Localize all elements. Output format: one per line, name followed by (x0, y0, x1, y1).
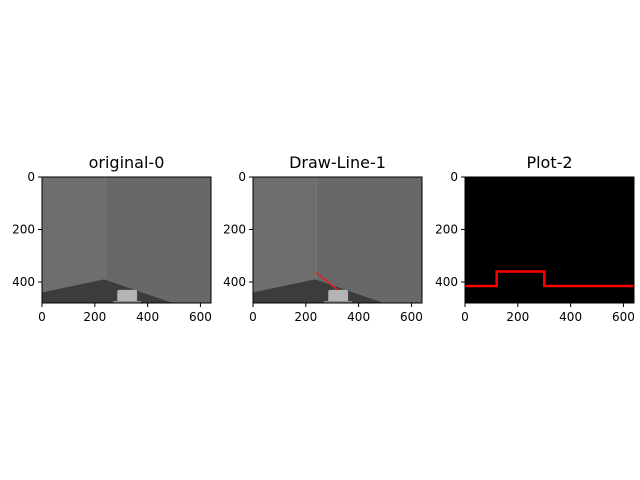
x-tick-label: 400 (136, 310, 159, 324)
robot (328, 289, 349, 303)
x-tick-label: 0 (461, 310, 469, 324)
floor (42, 279, 173, 303)
panel-plot: Plot-2 0 200 400 600 0 200 400 (435, 153, 635, 324)
x-tick-label: 400 (559, 310, 582, 324)
series-line (465, 270, 634, 288)
y-tick-label: 200 (435, 223, 458, 237)
y-tick-label: 400 (223, 275, 246, 289)
x-tick-label: 400 (347, 310, 370, 324)
x-tick-label: 200 (506, 310, 529, 324)
panel-original-image (42, 177, 211, 303)
x-tick-label: 600 (612, 310, 635, 324)
x-tick-label: 600 (400, 310, 423, 324)
panel-draw-line-image (253, 177, 422, 303)
panel-plot-title: Plot-2 (526, 153, 572, 172)
panel-plot-ticks: 0 200 400 600 0 200 400 (435, 170, 635, 324)
robot-base (113, 301, 142, 303)
panel-draw-line-frame (252, 176, 423, 304)
panel-draw-line-title: Draw-Line-1 (289, 153, 386, 172)
panel-original-title: original-0 (89, 153, 165, 172)
panel-plot-lines (465, 270, 634, 288)
x-tick-label: 200 (83, 310, 106, 324)
x-tick-label: 0 (249, 310, 257, 324)
y-tick-label: 0 (238, 170, 246, 184)
x-tick-label: 200 (294, 310, 317, 324)
y-tick-label: 0 (27, 170, 35, 184)
panel-draw-line-ticks: 0 200 400 600 0 200 400 (223, 170, 423, 324)
panel-original-frame (41, 176, 212, 304)
panel-original: original-0 0 200 400 600 0 200 400 (12, 153, 212, 324)
robot-base (324, 301, 353, 303)
x-tick-label: 0 (38, 310, 46, 324)
wall-right (105, 177, 211, 303)
panel-original-ticks: 0 200 400 600 0 200 400 (12, 170, 212, 324)
y-tick-label: 400 (435, 275, 458, 289)
panel-plot-background (465, 177, 634, 303)
y-tick-label: 200 (12, 223, 35, 237)
floor (253, 279, 384, 303)
robot (117, 289, 138, 303)
y-tick-label: 0 (450, 170, 458, 184)
wall-right (316, 177, 422, 303)
y-tick-label: 200 (223, 223, 246, 237)
panel-plot-frame (464, 176, 635, 304)
x-tick-label: 600 (189, 310, 212, 324)
drawn-line (315, 272, 338, 291)
y-tick-label: 400 (12, 275, 35, 289)
panel-draw-line: Draw-Line-1 0 200 400 600 0 200 400 (223, 153, 423, 324)
